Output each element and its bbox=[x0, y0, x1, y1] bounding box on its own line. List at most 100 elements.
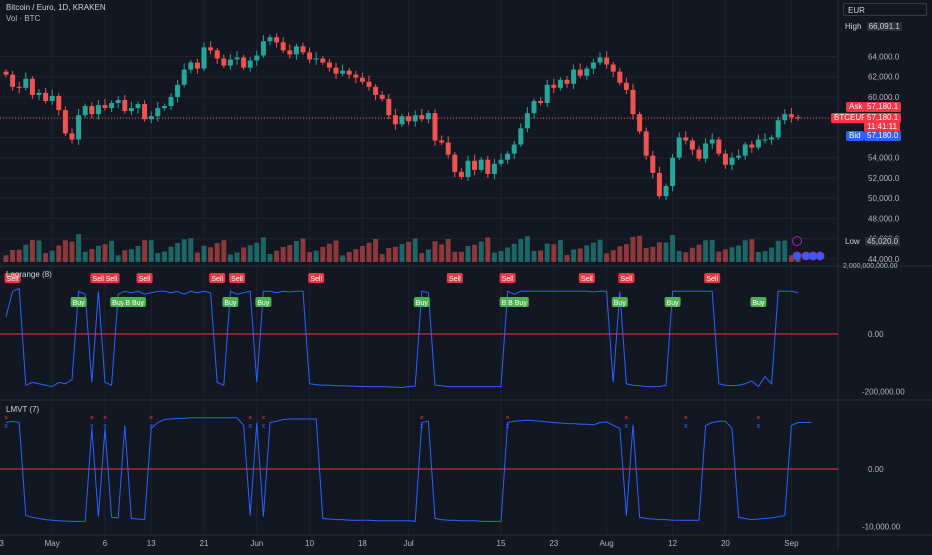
candle-body bbox=[439, 140, 445, 143]
volume-bar bbox=[29, 240, 35, 262]
candle-body bbox=[544, 84, 550, 104]
sell-badge bbox=[704, 273, 721, 283]
x-tick-label: Aug bbox=[599, 539, 613, 548]
candle-body bbox=[307, 52, 313, 60]
volume-bar bbox=[518, 239, 524, 262]
low-value: 45,020.0 bbox=[864, 237, 901, 246]
candle-body bbox=[379, 94, 385, 99]
volume-bar bbox=[76, 234, 82, 262]
candle-body bbox=[353, 74, 359, 78]
candle-body bbox=[749, 144, 755, 148]
candle-body bbox=[313, 58, 319, 60]
candle-body bbox=[795, 117, 801, 119]
indicator-line bbox=[5, 417, 812, 522]
volume-bar bbox=[274, 250, 280, 262]
candle-body bbox=[610, 64, 616, 72]
sell-badge bbox=[136, 273, 153, 283]
low-label: Low bbox=[845, 237, 860, 246]
candle-body bbox=[386, 98, 392, 116]
lmvt-cross-bottom: x bbox=[684, 423, 688, 430]
sell-label: Sell bbox=[231, 276, 243, 283]
candle-body bbox=[326, 62, 332, 68]
candle-body bbox=[168, 96, 174, 107]
buy-label: Buy bbox=[257, 300, 270, 307]
candle-body bbox=[115, 99, 121, 104]
sell-badge bbox=[4, 273, 21, 283]
price-tick-label: 52,000.0 bbox=[868, 174, 900, 183]
volume-bar bbox=[511, 243, 517, 262]
candle-body bbox=[584, 68, 590, 76]
volume-bar bbox=[346, 252, 352, 262]
volume-bar bbox=[406, 241, 412, 262]
volume-bar bbox=[69, 241, 75, 262]
lmvt-cross-top: × bbox=[756, 415, 760, 422]
price-tick-label: 64,000.0 bbox=[868, 52, 900, 61]
currency-selector[interactable]: EUR bbox=[843, 3, 927, 16]
volume-bar bbox=[775, 240, 781, 262]
candle-body bbox=[729, 157, 735, 165]
volume-bar bbox=[353, 249, 359, 262]
volume-bar bbox=[531, 251, 537, 262]
candle-body bbox=[736, 155, 742, 158]
volume-bars bbox=[3, 234, 801, 262]
sell-label: Sell bbox=[449, 276, 461, 283]
volume-bar bbox=[604, 253, 610, 262]
volume-bar bbox=[670, 235, 676, 262]
buy-badge bbox=[130, 297, 146, 307]
x-tick-label: 21 bbox=[200, 539, 209, 548]
pane-bottom-label: -200,000.00 bbox=[862, 388, 905, 397]
volume-bar bbox=[571, 249, 577, 262]
candle-body bbox=[300, 46, 306, 53]
candle-body bbox=[214, 50, 220, 59]
volume-bar bbox=[544, 243, 550, 262]
volume-bar bbox=[227, 254, 233, 262]
buy-badge bbox=[413, 297, 430, 307]
candle-body bbox=[650, 155, 656, 173]
candle-body bbox=[491, 163, 497, 174]
volume-bar bbox=[524, 236, 530, 262]
volume-bar bbox=[241, 247, 247, 262]
sell-label: Sell bbox=[211, 276, 223, 283]
lmvt-cross-top: × bbox=[149, 415, 153, 422]
sell-badge bbox=[578, 273, 595, 283]
lmvt-cross-top: × bbox=[90, 415, 94, 422]
volume-bar bbox=[300, 238, 306, 262]
candle-body bbox=[128, 108, 134, 112]
volume-bar bbox=[194, 252, 200, 262]
pane-zero-label: 0.00 bbox=[868, 465, 884, 474]
candle-body bbox=[267, 37, 273, 42]
price-lines bbox=[0, 117, 838, 261]
candle-body bbox=[23, 78, 29, 88]
candle-body bbox=[43, 92, 49, 102]
volume-title: Vol · BTC bbox=[6, 14, 41, 23]
volume-bar bbox=[122, 250, 128, 262]
volume-bar bbox=[557, 240, 563, 262]
x-tick-label: 13 bbox=[147, 539, 156, 548]
volume-bar bbox=[234, 252, 240, 262]
volume-bar bbox=[128, 249, 134, 262]
volume-bar bbox=[538, 250, 544, 262]
volume-bar bbox=[366, 242, 372, 262]
candle-body bbox=[181, 69, 187, 85]
candle-body bbox=[689, 140, 695, 150]
lmvt-cross-top: × bbox=[420, 415, 424, 422]
volume-bar bbox=[610, 250, 616, 262]
lagrange-pane: Sell Sell Sell Sell Sell Sell Sell Sell Sell Sell… bbox=[0, 273, 838, 389]
volume-bar bbox=[689, 247, 695, 262]
sell-badge bbox=[103, 273, 120, 283]
volume-bar bbox=[623, 244, 629, 262]
candle-body bbox=[696, 149, 702, 159]
volume-bar bbox=[386, 248, 392, 262]
bid-value: 57,180.0 bbox=[864, 131, 902, 141]
sell-label: Sell bbox=[581, 276, 593, 283]
x-tick-label: Sep bbox=[784, 539, 799, 548]
candle-body bbox=[142, 104, 148, 120]
volume-bar bbox=[267, 254, 273, 262]
volume-bar bbox=[485, 237, 491, 262]
pane-bottom-label: -10,000.00 bbox=[862, 523, 901, 532]
volume-bar bbox=[749, 239, 755, 262]
lmvt-cross-bottom: x bbox=[149, 423, 153, 430]
